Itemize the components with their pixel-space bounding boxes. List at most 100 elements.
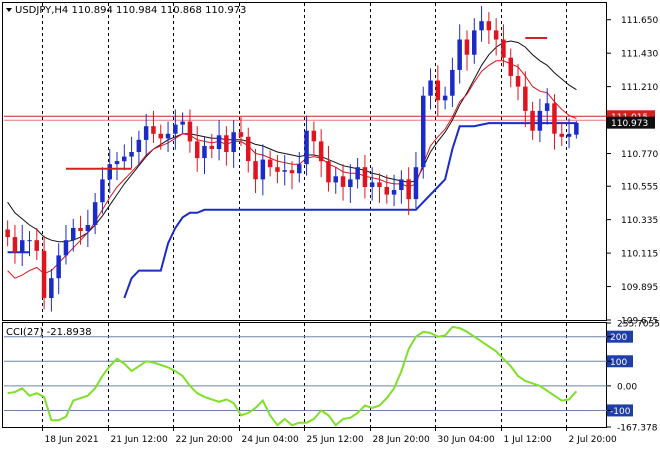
- candle-body: [544, 103, 550, 111]
- price-tick-label: 110.770: [621, 150, 658, 160]
- price-tick-label: 109.895: [621, 283, 658, 293]
- candle-body: [486, 21, 492, 31]
- candlesticks[interactable]: [5, 6, 579, 312]
- slow-moving-average: [7, 40, 577, 243]
- candle-body: [348, 179, 353, 187]
- price-tick-label: 110.335: [621, 216, 658, 226]
- candle-body: [202, 145, 207, 159]
- candle-body: [472, 30, 477, 55]
- time-tick-label: 2 Jul 20:00: [569, 435, 618, 445]
- candle-body: [12, 237, 18, 253]
- candle-body: [377, 182, 382, 187]
- candle-body: [114, 161, 120, 165]
- candle-body: [253, 161, 258, 180]
- candle-body: [173, 124, 178, 134]
- candle-body: [508, 57, 513, 76]
- cci-level-tag-bg: [607, 355, 633, 368]
- candle-body: [464, 39, 470, 55]
- time-tick-label: 22 Jun 20:00: [176, 435, 233, 445]
- candle-body: [304, 130, 309, 165]
- candle-body: [493, 30, 499, 40]
- candle-body: [442, 95, 448, 101]
- candle-body: [180, 121, 185, 125]
- chart-header: USDJPY,H4 110.894 110.984 110.868 110.97…: [6, 5, 246, 16]
- candle-body: [311, 130, 317, 142]
- time-tick-label: 24 Jun 04:00: [242, 435, 299, 445]
- indicator-level-lines: [4, 115, 607, 411]
- candle-body: [559, 133, 564, 137]
- candle-body: [34, 240, 39, 251]
- candle-body: [399, 179, 404, 190]
- price-panel-frame: [2, 2, 607, 321]
- candle-body: [566, 133, 572, 137]
- candle-body: [515, 76, 521, 87]
- candle-body: [421, 95, 426, 168]
- price-axis: 111.650 111.430 111.210 110.770 110.555 110.3…: [607, 16, 658, 327]
- candle-body: [246, 136, 251, 162]
- candle-body: [428, 80, 433, 96]
- candle-body: [391, 190, 397, 195]
- candle-body: [282, 170, 287, 172]
- cci-level-tag-bg: [607, 404, 633, 417]
- candle-body: [41, 250, 47, 298]
- candle-body: [450, 69, 455, 96]
- current-price-tag: 110.973: [611, 119, 648, 129]
- candle-body: [318, 141, 324, 162]
- candle-body: [238, 132, 244, 137]
- candle-body: [289, 170, 295, 174]
- candle-body: [537, 110, 543, 131]
- symbol-header: USDJPY,H4 110.894 110.984 110.868 110.97…: [15, 5, 246, 16]
- candle-body: [143, 126, 149, 140]
- candle-body: [195, 141, 200, 159]
- time-tick-label: 25 Jun 12:00: [307, 435, 364, 445]
- cci-line: [7, 325, 578, 427]
- price-tick-label: 110.555: [621, 183, 658, 193]
- candle-body: [71, 228, 76, 241]
- candle-body: [100, 179, 105, 203]
- candle-body: [122, 156, 127, 162]
- candle-body: [435, 80, 441, 101]
- candle-body: [151, 126, 156, 134]
- candle-body: [413, 167, 419, 200]
- candle-body: [326, 161, 331, 183]
- cci-tick-label: 100: [610, 358, 627, 368]
- cci-tick-label: 255.7055: [617, 320, 660, 330]
- indicator-label: CCI(27) -21.8938: [6, 327, 92, 338]
- price-markers: [65, 36, 548, 170]
- candle-body: [56, 255, 61, 279]
- candle-body: [369, 182, 375, 187]
- candle-body: [27, 240, 32, 242]
- candle-body: [501, 39, 506, 58]
- candle-body: [92, 202, 98, 225]
- cci-tick-label: -167.378: [617, 424, 658, 434]
- current-price-tag-bg: [607, 116, 655, 129]
- candle-body: [158, 133, 163, 139]
- time-tick-label: 21 Jun 12:00: [111, 435, 168, 445]
- price-tick-label: 111.650: [621, 16, 658, 26]
- cci-level-tag-bg: [607, 330, 633, 343]
- candle-body: [523, 86, 528, 111]
- candle-body: [267, 159, 273, 168]
- time-axis: 18 Jun 2021 21 Jun 12:00 22 Jun 20:00 24 Ju…: [42, 427, 618, 445]
- indicator-axis: 255.7055 200 100 0.00 -100 -167.378: [607, 320, 660, 434]
- candle-body: [384, 187, 389, 195]
- candle-body: [297, 164, 302, 174]
- candle-body: [457, 39, 462, 70]
- candle-body: [340, 176, 346, 187]
- time-tick-label: 18 Jun 2021: [45, 435, 99, 445]
- cci-tick-label: 0.00: [617, 382, 637, 392]
- trailing-stop-line: [7, 122, 577, 299]
- candle-body: [49, 278, 54, 298]
- candle-body: [136, 139, 142, 152]
- dropdown-triangle-icon[interactable]: [6, 8, 12, 12]
- candle-body: [574, 122, 579, 135]
- candle-body: [333, 176, 338, 183]
- candle-body: [20, 240, 25, 253]
- time-tick-label: 28 Jun 20:00: [373, 435, 430, 445]
- candle-body: [216, 135, 222, 149]
- candle-body: [224, 135, 229, 152]
- time-tick-label: 1 Jul 12:00: [504, 435, 553, 445]
